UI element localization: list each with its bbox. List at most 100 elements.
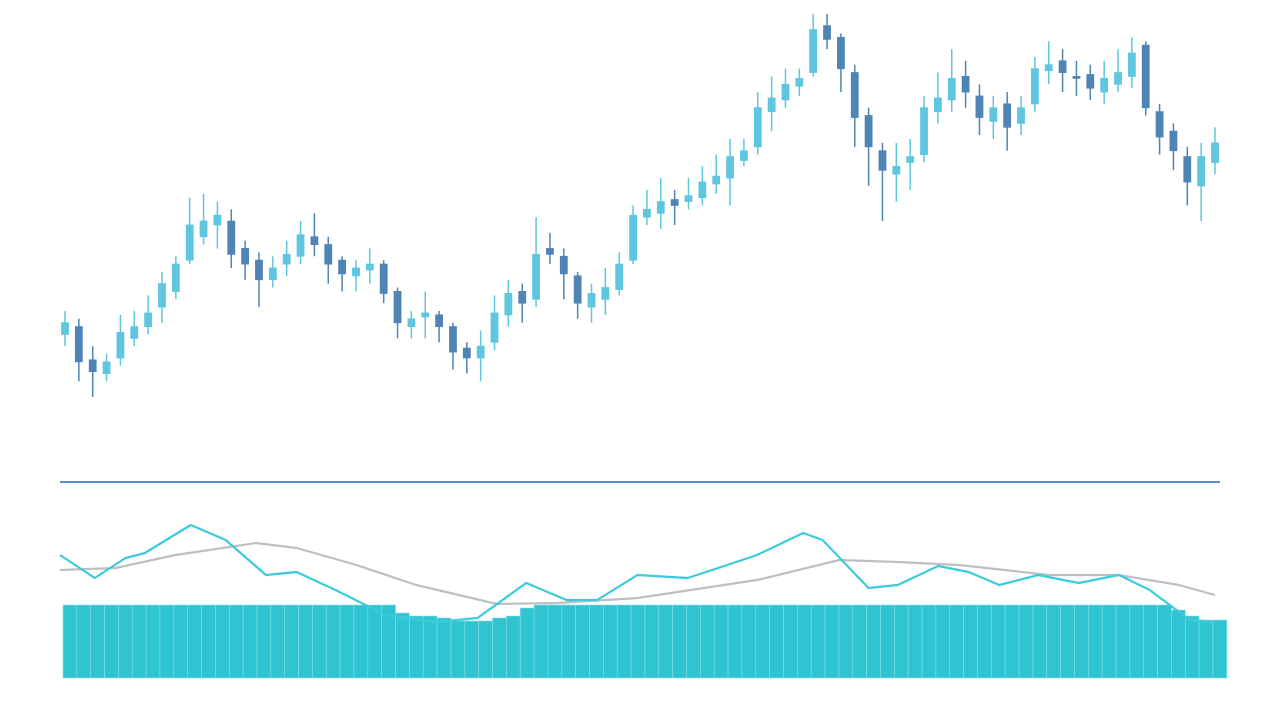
candle-body [878, 150, 887, 171]
candle-body [1017, 107, 1025, 124]
histogram-bar [907, 604, 923, 679]
histogram-bar [131, 604, 147, 679]
histogram-bar [977, 604, 992, 679]
candle-body [296, 234, 305, 257]
histogram-bar [630, 604, 646, 679]
candle-body [961, 76, 970, 93]
candle-body [365, 263, 374, 271]
candle-body [1030, 68, 1039, 105]
histogram-bar [589, 604, 604, 679]
histogram-bar [1101, 604, 1117, 679]
candle-body [130, 326, 139, 339]
candle-body [989, 107, 998, 122]
histogram-bar [90, 604, 105, 679]
candle-body [1072, 76, 1081, 79]
candle-body [726, 156, 734, 179]
candle-body [116, 332, 125, 359]
histogram-bar [104, 604, 119, 679]
candle-body [158, 283, 166, 308]
histogram-bar [339, 604, 355, 679]
histogram-bar [797, 604, 812, 679]
candle-body [449, 326, 457, 353]
candle-body [88, 359, 97, 372]
candle-body [740, 150, 748, 161]
histogram-bar [118, 604, 133, 679]
histogram-bar [727, 604, 743, 679]
histogram-bar [464, 620, 479, 679]
histogram-bar [575, 604, 590, 679]
candle-body [615, 263, 624, 290]
candle-body [795, 78, 804, 87]
indicator-line [59, 523, 1216, 624]
histogram-bar [880, 604, 895, 679]
histogram-bar [506, 615, 521, 679]
candle-body [933, 97, 942, 113]
histogram-bar [173, 604, 188, 679]
histogram-bar [422, 615, 438, 679]
histogram-bar [284, 604, 299, 679]
histogram-bar [644, 604, 660, 679]
candle-body [850, 72, 859, 118]
candle-body [268, 267, 277, 281]
histogram-bar [616, 604, 632, 679]
candle-body [559, 255, 568, 275]
candle-body [324, 244, 333, 265]
candle-body [1114, 72, 1122, 85]
candle-body [476, 345, 485, 359]
candle-body [670, 199, 679, 206]
candle-body [1058, 60, 1067, 73]
candle-body [1211, 142, 1219, 163]
histogram-bar [201, 604, 216, 679]
candle-body [1127, 52, 1136, 77]
histogram-bar [1046, 604, 1061, 679]
candle-body [338, 259, 347, 275]
histogram-bar [1198, 619, 1214, 679]
histogram-bar [547, 604, 563, 679]
candle-body [920, 107, 928, 156]
histogram-bar [367, 604, 382, 679]
histogram-bar [672, 604, 687, 679]
histogram-bar [1088, 604, 1103, 679]
histogram-bar [1212, 619, 1228, 679]
candle-body [712, 175, 721, 185]
histogram-bar [145, 604, 161, 679]
histogram-bar [838, 604, 854, 679]
candle-body [767, 97, 776, 113]
histogram-bar [436, 617, 452, 679]
histogram-bar [769, 604, 784, 679]
candle-body [573, 275, 582, 304]
histogram-bar [561, 604, 576, 679]
candle-body [171, 263, 180, 292]
candle-body [421, 312, 430, 318]
histogram-bar [242, 604, 258, 679]
candle-body [490, 312, 499, 343]
histogram-bar [852, 604, 867, 679]
candle-body [1183, 156, 1192, 183]
candle-body [698, 181, 707, 199]
histogram-bar [187, 604, 202, 679]
histogram-bar [810, 604, 826, 679]
histogram-bar [686, 604, 701, 679]
histogram-bar [700, 604, 715, 679]
histogram-bar [450, 620, 466, 679]
candle-body [906, 156, 915, 163]
histogram-bar [62, 604, 78, 679]
candle-body [837, 36, 845, 70]
histogram-bar [492, 617, 507, 679]
candle-body [1100, 78, 1109, 93]
candle-body [629, 214, 637, 261]
histogram-bar [1157, 604, 1172, 679]
histogram-bar [312, 604, 327, 679]
histogram-bar [1184, 615, 1200, 679]
candle-body [1044, 64, 1053, 71]
histogram-bar [1060, 604, 1075, 679]
candle-body [185, 224, 194, 261]
histogram-bar [755, 604, 770, 679]
candle-body [199, 220, 208, 238]
histogram-bar [1143, 604, 1158, 679]
histogram-bar [935, 604, 951, 679]
histogram-bar [533, 604, 549, 679]
histogram-bar [353, 604, 369, 679]
candle-body [1003, 103, 1012, 128]
